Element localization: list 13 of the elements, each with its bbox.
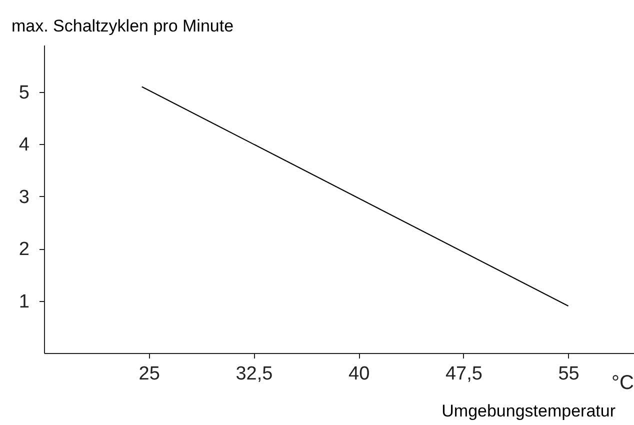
x-tick-label: 40: [348, 364, 370, 384]
y-tick-label: 2: [18, 239, 30, 260]
x-tick-label: 55: [558, 364, 580, 384]
x-axis-title: Umgebungstemperatur: [442, 402, 616, 420]
x-tick-label: 32,5: [236, 364, 273, 384]
y-tick-label: 3: [18, 186, 30, 208]
y-axis-title: max. Schaltzyklen pro Minute: [12, 16, 234, 36]
y-tick-label: 4: [18, 134, 30, 156]
x-tick-label: 25: [138, 364, 160, 384]
y-tick-label: 5: [18, 82, 30, 104]
y-tick-label: 1: [18, 291, 30, 312]
text: °C: [612, 372, 634, 394]
x-tick-label: 47,5: [445, 364, 482, 384]
